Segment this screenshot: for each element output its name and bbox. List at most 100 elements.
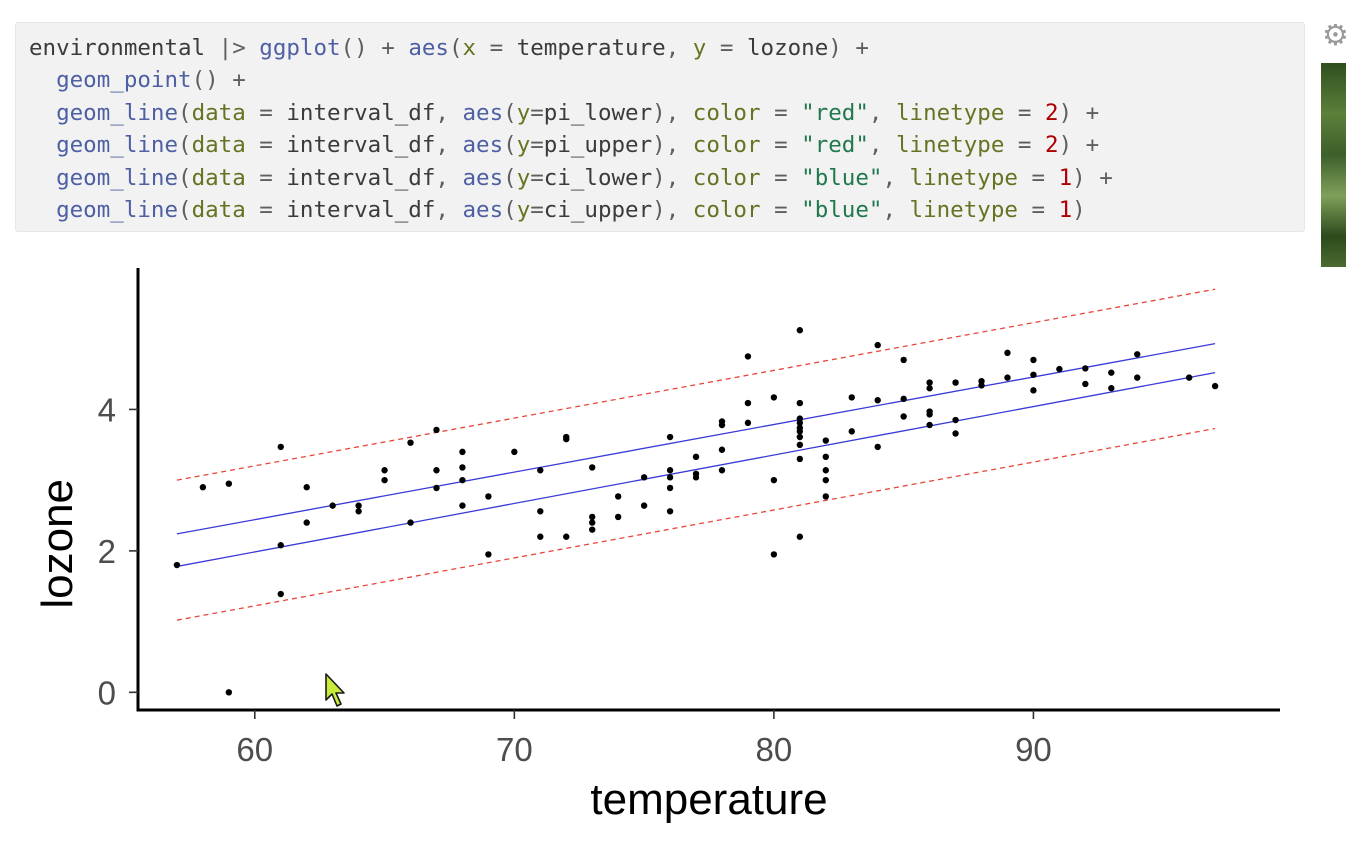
data-point (1134, 374, 1141, 381)
data-point (459, 464, 466, 471)
data-point (718, 446, 726, 453)
data-point (692, 453, 700, 461)
data-point (926, 421, 933, 429)
data-point (225, 480, 233, 487)
data-point (433, 484, 440, 492)
data-point (381, 467, 388, 474)
data-point (1108, 369, 1115, 376)
data-point (1082, 365, 1089, 372)
data-point (277, 542, 284, 549)
data-point (666, 433, 674, 441)
data-point (952, 430, 959, 437)
data-point (952, 416, 959, 424)
data-point (822, 453, 829, 461)
code-text: environmental |> ggplot() + aes(x = temp… (29, 32, 1113, 226)
data-point (926, 411, 933, 418)
data-point (718, 467, 726, 474)
data-point (770, 551, 778, 558)
data-point (355, 502, 362, 509)
data-point (848, 394, 855, 401)
data-point (978, 382, 985, 389)
data-point (614, 493, 622, 500)
data-point (796, 399, 804, 407)
data-point (796, 419, 804, 427)
data-point (666, 467, 674, 474)
data-point (459, 476, 466, 484)
code-line: geom_line(data = interval_df, aes(y=ci_u… (56, 197, 1086, 224)
video-thumbnail[interactable] (1321, 63, 1346, 267)
data-point (173, 561, 181, 569)
data-point (537, 467, 544, 474)
data-point (511, 448, 518, 456)
data-point (1030, 356, 1037, 364)
data-point (485, 551, 492, 558)
data-point (952, 379, 959, 386)
data-point (589, 519, 596, 526)
y-axis-title: lozone (33, 479, 82, 609)
data-point (848, 428, 855, 435)
data-point (1056, 365, 1063, 373)
data-point (407, 519, 414, 526)
data-point (666, 508, 674, 515)
data-point (329, 502, 336, 509)
interval-line-pi_lower (176, 427, 1216, 621)
data-point (563, 533, 570, 540)
data-point (277, 443, 284, 451)
data-point (563, 435, 570, 443)
x-tick-label: 70 (496, 731, 533, 768)
mouse-pointer-icon (325, 673, 345, 707)
data-point (926, 379, 933, 386)
data-point (537, 508, 544, 515)
data-point (1108, 385, 1115, 392)
code-line: geom_line(data = interval_df, aes(y=ci_l… (56, 164, 1113, 191)
y-tick-label: 2 (98, 533, 116, 570)
data-point (433, 467, 440, 474)
data-point (225, 689, 233, 696)
data-point (718, 421, 726, 429)
data-point (900, 413, 907, 420)
data-point (822, 467, 829, 474)
code-block: environmental |> ggplot() + aes(x = temp… (15, 22, 1305, 232)
data-point (900, 395, 907, 403)
x-axis-title: temperature (590, 775, 827, 824)
x-tick-label: 90 (1015, 731, 1052, 768)
data-point (433, 426, 440, 434)
data-point (537, 533, 544, 540)
data-point (744, 353, 752, 360)
data-point (822, 437, 829, 444)
x-tick-label: 80 (756, 731, 793, 768)
data-point (796, 441, 804, 448)
data-point (640, 502, 648, 509)
data-point (1082, 380, 1089, 388)
data-point (303, 519, 310, 526)
gear-icon[interactable]: ⚙ (1322, 24, 1346, 48)
data-point (277, 590, 284, 598)
data-point (589, 513, 596, 521)
data-point (796, 433, 804, 441)
data-point (796, 327, 804, 334)
data-point (614, 513, 622, 521)
data-point (199, 484, 207, 491)
data-point (355, 508, 362, 515)
data-point (666, 474, 674, 481)
code-line: environmental |> ggplot() + aes(x = temp… (29, 35, 869, 61)
code-line: geom_point() + (56, 67, 246, 94)
data-point (744, 419, 752, 427)
interval-line-ci_upper (176, 343, 1216, 535)
data-point (822, 493, 829, 500)
data-point (900, 356, 907, 364)
data-point (796, 533, 804, 540)
data-point (796, 428, 804, 435)
data-point (796, 455, 804, 463)
data-point (1134, 351, 1141, 358)
data-point (1211, 382, 1219, 390)
data-point (744, 399, 752, 407)
data-point (459, 448, 466, 456)
data-point (589, 526, 596, 533)
data-point (1185, 374, 1193, 381)
data-point (874, 443, 881, 451)
data-point (926, 385, 933, 392)
data-point (381, 476, 388, 484)
data-point (407, 439, 414, 446)
